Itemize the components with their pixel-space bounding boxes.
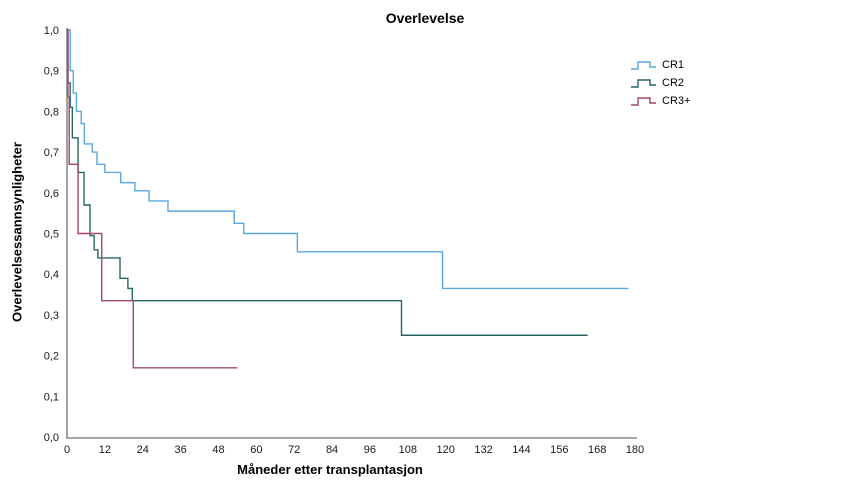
legend-line-icon bbox=[631, 79, 656, 88]
chart-title: Overlevelse bbox=[385, 10, 465, 26]
legend-label: CR2 bbox=[662, 77, 685, 89]
y-tick-label: 0,2 bbox=[44, 351, 59, 363]
x-tick-label: 12 bbox=[99, 444, 111, 456]
x-tick-label: 36 bbox=[174, 444, 186, 456]
legend-label: CR3+ bbox=[662, 95, 691, 107]
series-line-CR3+ bbox=[67, 29, 238, 369]
y-tick-label: 0,4 bbox=[44, 269, 59, 281]
y-tick-label: 0,0 bbox=[44, 432, 59, 444]
y-tick-label: 0,7 bbox=[44, 147, 59, 159]
x-tick-label: 96 bbox=[364, 444, 376, 456]
x-tick-label: 180 bbox=[626, 444, 644, 456]
series-line-CR1 bbox=[67, 29, 629, 290]
x-tick-label: 108 bbox=[399, 444, 417, 456]
legend-item-CR1: CR1 bbox=[630, 56, 690, 74]
x-tick-label: 120 bbox=[436, 444, 454, 456]
y-tick-label: 0,1 bbox=[44, 391, 59, 403]
y-tick-label: 0,9 bbox=[44, 66, 59, 78]
legend: CR1 CR2 CR3+ bbox=[630, 56, 690, 110]
x-tick-label: 168 bbox=[588, 444, 606, 456]
x-tick-label: 60 bbox=[250, 444, 262, 456]
x-tick-label: 132 bbox=[474, 444, 492, 456]
y-tick-label: 1,0 bbox=[44, 25, 59, 37]
x-tick-label: 156 bbox=[550, 444, 568, 456]
series-line-CR2 bbox=[67, 29, 588, 336]
y-tick-label: 0,3 bbox=[44, 310, 59, 322]
legend-item-CR2: CR2 bbox=[630, 74, 690, 92]
x-tick-label: 72 bbox=[288, 444, 300, 456]
legend-label: CR1 bbox=[662, 59, 685, 71]
y-tick-label: 0,6 bbox=[44, 188, 59, 200]
x-tick-label: 24 bbox=[137, 444, 149, 456]
legend-item-CR3+: CR3+ bbox=[630, 92, 690, 110]
legend-line-icon bbox=[631, 61, 656, 70]
x-axis-label: Måneder etter transplantasjon bbox=[237, 462, 423, 477]
y-tick-label: 0,5 bbox=[44, 229, 59, 241]
legend-line-icon bbox=[631, 97, 656, 106]
x-tick-label: 144 bbox=[512, 444, 530, 456]
x-tick-label: 84 bbox=[326, 444, 338, 456]
y-tick-label: 0,8 bbox=[44, 106, 59, 118]
x-tick-label: 48 bbox=[212, 444, 224, 456]
x-tick-label: 0 bbox=[64, 444, 70, 456]
